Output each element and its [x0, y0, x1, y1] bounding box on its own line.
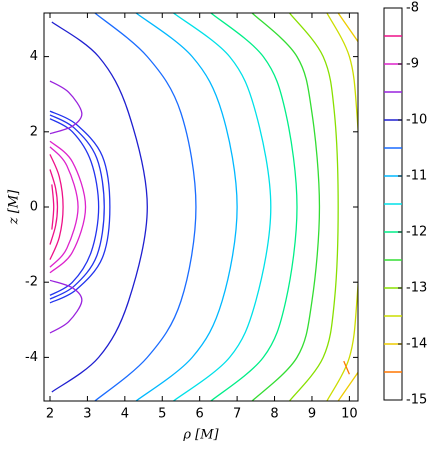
contour-line	[49, 140, 87, 274]
contour-line	[49, 110, 111, 304]
contour-line	[251, 13, 321, 401]
contour-line	[51, 184, 55, 230]
x-tick-label: 9	[308, 407, 316, 422]
x-tick-label: 7	[233, 407, 241, 422]
y-tick-label: 4	[30, 49, 38, 64]
y-tick-label: 2	[30, 124, 38, 139]
colorbar-tick-label: -10	[406, 113, 427, 128]
colorbar-tick-label: -13	[406, 281, 427, 296]
x-tick-label: 5	[158, 407, 166, 422]
contour-line	[135, 13, 238, 401]
contour-line	[49, 114, 105, 300]
plot-frame	[43, 12, 359, 402]
contour-line	[49, 169, 59, 245]
y-tick-label: -2	[25, 275, 38, 290]
contour-line	[288, 13, 339, 401]
contour-line	[173, 13, 272, 401]
x-tick-label: 2	[46, 407, 54, 422]
contours	[49, 13, 358, 401]
x-tick-label: 4	[121, 407, 129, 422]
contour-line	[326, 13, 358, 401]
y-tick-label: -4	[25, 350, 38, 365]
contour-line	[210, 13, 298, 401]
y-axis-label: z [M]	[7, 189, 22, 225]
contour-line	[51, 21, 148, 393]
y-tick-label: 0	[30, 200, 38, 215]
colorbar-tick-label: -8	[406, 1, 419, 16]
colorbar-tick-label: -11	[406, 169, 427, 184]
contour-line	[49, 118, 100, 296]
contour-line	[49, 80, 83, 334]
x-tick-label: 6	[196, 407, 204, 422]
x-tick-label: 3	[83, 407, 91, 422]
x-tick-label: 8	[270, 407, 278, 422]
contour-line	[49, 154, 64, 260]
colorbar-tick-label: -12	[406, 225, 427, 240]
x-tick-label: 10	[341, 407, 358, 422]
contour-line	[337, 13, 358, 401]
colorbar-tick-label: -15	[406, 393, 427, 408]
colorbar-tick-label: -9	[406, 57, 419, 72]
x-axis-label: ρ [M]	[182, 428, 219, 443]
contour-line	[343, 360, 350, 375]
contour-line	[94, 13, 197, 401]
colorbar-tick-label: -14	[406, 337, 427, 352]
contour-line	[49, 146, 79, 268]
